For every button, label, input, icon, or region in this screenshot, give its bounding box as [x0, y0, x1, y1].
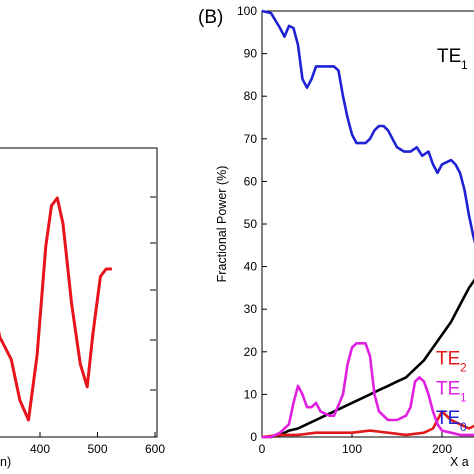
- y-tick-label: 90: [244, 47, 258, 61]
- series-line-0: [261, 9, 474, 244]
- left-y-ticks: [150, 196, 156, 391]
- right-series-layer: [261, 9, 474, 439]
- left-x-ticks: 400 500 600: [30, 432, 165, 456]
- left-panel: 400 500 600 n): [0, 147, 165, 469]
- left-x-tick-label: 500: [87, 442, 107, 456]
- left-plot-frame: [0, 147, 158, 438]
- left-x-tick-label: 400: [30, 442, 50, 456]
- y-tick-label: 60: [244, 174, 258, 188]
- mode-label-subscript-0: 1: [461, 58, 468, 72]
- left-x-axis-label: n): [0, 455, 11, 469]
- x-axis-label: X a: [450, 455, 469, 469]
- mode-label-subscript-2: 1: [460, 390, 467, 404]
- right-x-ticks: 0 100 200: [259, 432, 452, 456]
- y-axis-label: Fractional Power (%): [215, 166, 229, 283]
- x-tick-label: 100: [342, 442, 362, 456]
- y-tick-label: 20: [244, 345, 258, 359]
- mode-annotations: TE 1TE 2TE 1TE 0: [436, 46, 468, 434]
- series-line-1: [262, 278, 474, 439]
- left-series-line-0: [0, 196, 112, 422]
- y-tick-label: 80: [244, 89, 258, 103]
- y-tick-label: 30: [244, 302, 258, 316]
- mode-label-subscript-3: 0: [460, 420, 467, 434]
- y-tick-label: 70: [244, 132, 258, 146]
- mode-label-2: TE: [436, 378, 460, 399]
- mode-label-3: TE: [436, 408, 460, 429]
- mode-label-subscript-1: 2: [460, 361, 467, 375]
- mode-label-1: TE: [436, 349, 460, 370]
- y-tick-label: 0: [250, 430, 257, 444]
- right-plot-frame: [261, 10, 474, 438]
- y-tick-label: 50: [244, 217, 258, 231]
- series-line-3: [262, 342, 474, 439]
- series-line-2: [261, 410, 474, 439]
- y-tick-label: 100: [237, 4, 257, 18]
- x-tick-label: 0: [259, 442, 266, 456]
- left-x-tick-label: 600: [145, 442, 165, 456]
- x-tick-label: 200: [432, 442, 452, 456]
- y-tick-label: 10: [244, 387, 258, 401]
- panel-label: (B): [198, 7, 223, 28]
- y-tick-label: 40: [244, 260, 258, 274]
- mode-label-0: TE: [437, 46, 461, 67]
- left-series-layer: [0, 196, 112, 422]
- right-y-ticks: 0 10 20 30 40 50 60 70 80 90 100: [237, 4, 267, 444]
